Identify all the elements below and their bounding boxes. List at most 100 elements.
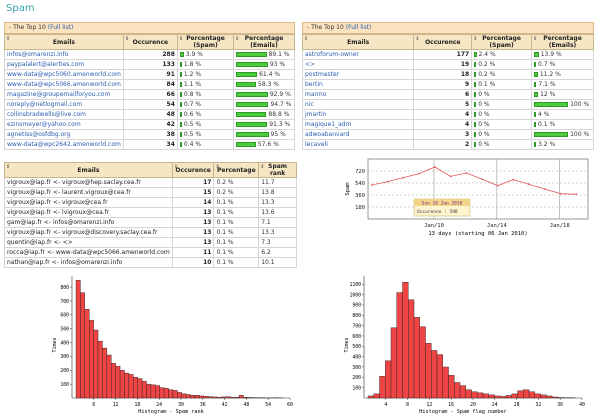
sort-arrows-icon[interactable]: ⇕ <box>235 36 240 42</box>
table-row: <> 19 0.2 % 0.7 % <box>301 59 594 70</box>
occurence-value: 66 <box>122 89 178 100</box>
sort-arrows-icon[interactable]: ⇕ <box>173 164 178 170</box>
occurence-value: 91 <box>122 69 178 80</box>
x-tick-label: 20 <box>470 402 476 408</box>
histogram-bar <box>528 391 536 399</box>
top-recipients-header-1[interactable]: ⇕ Occurence <box>413 34 473 50</box>
x-tick-label: Jan/18 <box>550 223 570 229</box>
daily-spam-line-chart: 180360540720Jan/10Jan/14Jan/18Jan/22Spam… <box>345 158 589 237</box>
column-label: Percentage (Spam) <box>186 35 225 49</box>
emails-percentage-bar <box>236 112 267 117</box>
email-link[interactable]: collinsbradwells@live.com <box>4 109 124 120</box>
histogram-bar <box>84 309 90 399</box>
sort-arrows-icon[interactable]: ⇕ <box>6 36 11 42</box>
full-list-link[interactable]: (Full list) <box>47 24 74 31</box>
plot-area <box>367 158 589 220</box>
email-link[interactable]: nic <box>301 99 415 110</box>
spam-rank-header-3[interactable]: ⇕ Spam rank <box>258 162 297 178</box>
table-row: lecaveli 2 0 % 3.2 % <box>301 139 594 150</box>
histogram-bar <box>124 372 130 399</box>
table-row: www-data@wpc5066.amenworld.com 84 1.1 % 58.… <box>4 79 295 90</box>
occurence-value: 10 <box>171 257 215 268</box>
table-row: postmaster 18 0.2 % 11.2 % <box>301 69 594 80</box>
top-recipients-header-3[interactable]: ⇕ Percentage (Emails) <box>531 34 594 50</box>
top-recipients-caption: - The Top 10 (Full list) <box>302 22 594 34</box>
histogram-bar <box>385 360 392 399</box>
email-link[interactable]: paypalalert@alerties.com <box>4 59 124 70</box>
y-tick-label: 700 <box>60 299 69 305</box>
tooltip: Sun 10 Jan 2010 Occurence : 598 <box>413 198 471 217</box>
email-link[interactable]: www-data@wpc2642.amenworld.com <box>4 139 124 150</box>
email-link[interactable]: jmartin <box>301 109 415 120</box>
email-link[interactable]: noreply@netlogmail.com <box>4 99 124 110</box>
histogram-bar <box>146 383 152 399</box>
email-pair: vigroux@iap.fr <- lvigroux@cea.fr <box>4 207 173 218</box>
sort-arrows-icon[interactable]: ⇕ <box>6 164 11 170</box>
emails-percentage-cell: 58.3 % <box>233 79 295 90</box>
top-senders-header-3[interactable]: ⇕ Percentage (Emails) <box>233 34 295 50</box>
email-link[interactable]: <> <box>301 59 415 70</box>
histogram-bar <box>431 350 438 399</box>
data-point <box>371 184 373 186</box>
histogram-bar <box>465 389 472 399</box>
table-row: noreply@netlogmail.com 54 0.7 % 94.7 % <box>4 99 295 110</box>
histogram-bar <box>243 397 249 399</box>
email-link[interactable]: astroforum-owner <box>301 49 415 60</box>
top-recipients-header-0[interactable]: ⇕ Emails <box>301 34 415 50</box>
email-link[interactable]: postmaster <box>301 69 415 80</box>
top-senders-header-1[interactable]: ⇕ Occurence <box>122 34 178 50</box>
top-senders-header-0[interactable]: ⇕ Emails <box>4 34 124 50</box>
top-senders-header-2[interactable]: ⇕ Percentage (Spam) <box>176 34 235 50</box>
spam-rank-header-0[interactable]: ⇕ Emails <box>4 162 173 178</box>
email-link[interactable]: infos@omarenzi.info <box>4 49 124 60</box>
spam-percentage-bar <box>474 52 477 57</box>
email-link[interactable]: magazine@groupemailforyou.com <box>4 89 124 100</box>
sort-arrows-icon[interactable]: ⇕ <box>533 36 538 42</box>
spam-rank-header-1[interactable]: ⇕ Occurence <box>171 162 215 178</box>
full-list-link[interactable]: (Full list) <box>345 24 372 31</box>
spam-percentage-cell: 0.4 % <box>176 139 235 150</box>
histogram-bar <box>247 397 253 399</box>
table-row: bertin 9 0.1 % 7.1 % <box>301 79 594 90</box>
email-link[interactable]: magique1_adm <box>301 119 415 130</box>
table-row: infos@omarenzi.info 288 3.9 % 89.1 % <box>4 49 295 60</box>
spam-rank-value: 13.6 <box>258 207 297 218</box>
histogram-bar <box>408 299 415 399</box>
emails-percentage-cell: 13.9 % <box>531 49 594 60</box>
sort-arrows-icon[interactable]: ⇕ <box>304 36 309 42</box>
data-point <box>481 178 483 181</box>
sort-arrows-icon[interactable]: ⇕ <box>178 36 184 42</box>
histogram-bar <box>111 363 116 399</box>
email-pair: nathan@iap.fr <- infos@omarenzi.info <box>4 257 173 268</box>
sort-arrows-icon[interactable]: ⇕ <box>215 164 220 170</box>
spam-percentage-cell: 1.8 % <box>176 59 235 70</box>
histogram-bar <box>367 395 374 399</box>
emails-percentage-cell: 0.1 % <box>531 119 594 130</box>
email-link[interactable]: ezinsmeyer@yahoo.com <box>4 119 124 130</box>
email-link[interactable]: adwoabanvard <box>301 129 415 140</box>
sort-arrows-icon[interactable]: ⇕ <box>473 36 478 42</box>
top-recipients-header-2[interactable]: ⇕ Percentage (Spam) <box>471 34 532 50</box>
sort-arrows-icon[interactable]: ⇕ <box>260 164 265 170</box>
email-link[interactable]: www-data@wpc5066.amenworld.com <box>4 79 124 90</box>
spam-percentage-bar <box>179 92 182 97</box>
histogram-bar <box>159 387 165 399</box>
sort-arrows-icon[interactable]: ⇕ <box>415 36 420 42</box>
email-link[interactable]: marmo <box>301 89 415 100</box>
histogram-bar <box>523 389 530 399</box>
spam-rank-header-2[interactable]: ⇕ Percentage <box>213 162 260 178</box>
spam-percentage-cell: 0 % <box>471 89 532 100</box>
y-tick-label: 100 <box>60 382 69 388</box>
y-tick-label: 300 <box>60 354 69 360</box>
x-tick-label: 36 <box>557 402 563 408</box>
percentage-value: 0.2 % <box>213 187 260 198</box>
email-link[interactable]: www-data@wpc5060.amenworld.com <box>4 69 124 80</box>
email-link[interactable]: lecaveli <box>301 139 415 150</box>
histogram-bar <box>471 391 478 399</box>
emails-percentage-bar <box>534 72 538 77</box>
email-link[interactable]: agnetiss@osfdbg.org <box>4 129 124 140</box>
emails-percentage-bar <box>236 82 257 87</box>
spam-percentage-bar <box>179 122 182 127</box>
email-link[interactable]: bertin <box>301 79 415 90</box>
sort-arrows-icon[interactable]: ⇕ <box>124 36 130 42</box>
